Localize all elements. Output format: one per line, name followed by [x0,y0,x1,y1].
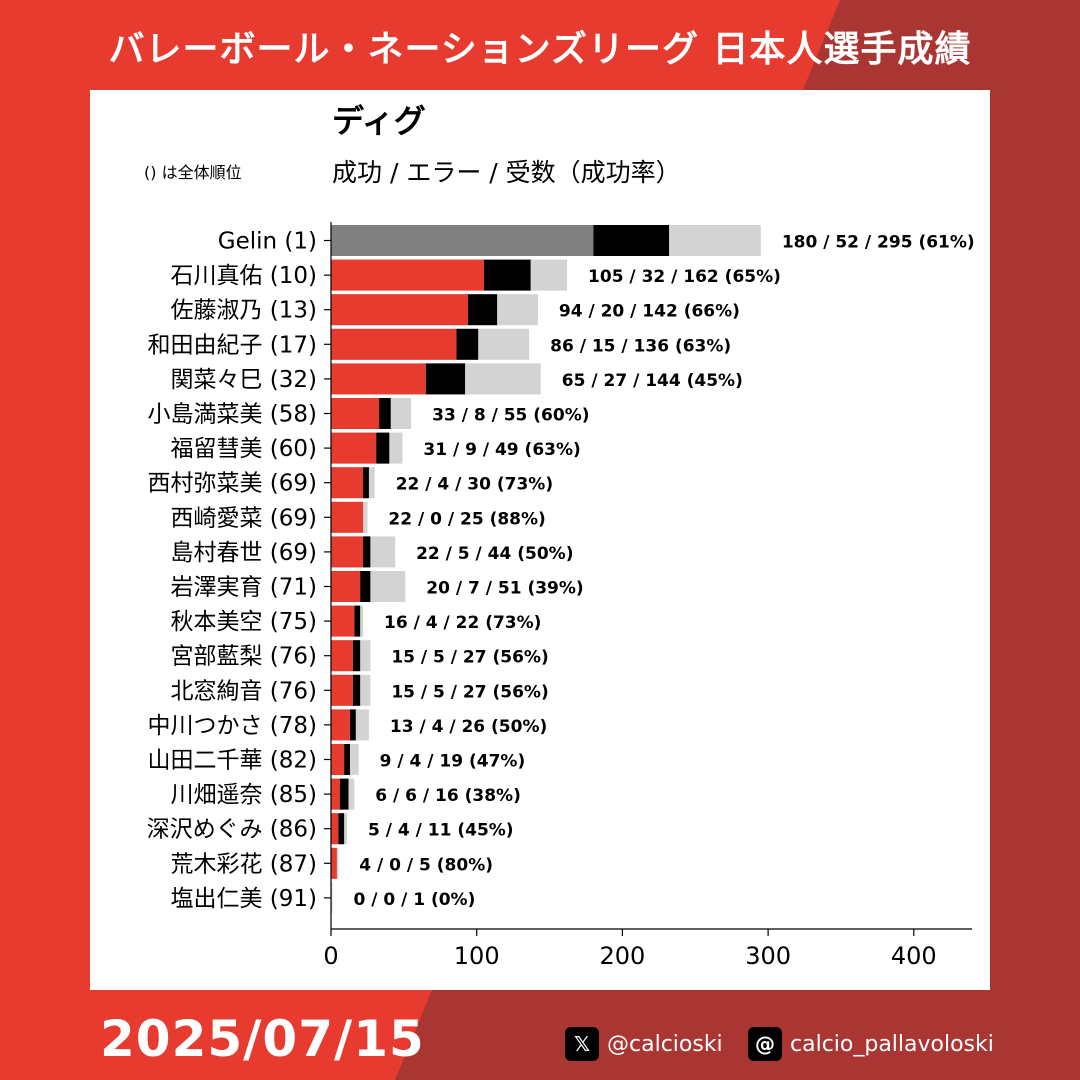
y-tick-label: 塩出仁美 (91) [170,886,317,912]
bar-success [331,328,457,360]
bar-error [360,571,371,602]
x-tick-label: 100 [454,942,500,970]
bar-success [331,640,353,672]
bar-success [331,536,364,568]
data-label: 9 / 4 / 19 (47%) [380,752,526,772]
y-tick-label: 秋本美空 (75) [170,609,317,635]
data-label: 180 / 52 / 295 (61%) [782,233,975,253]
data-label: 16 / 4 / 22 (73%) [384,613,541,633]
x-handle: @calcioski [607,1031,723,1057]
y-tick-label: 西崎愛菜 (69) [170,505,317,531]
y-tick-label: 荒木彩花 (87) [170,851,317,877]
x-tick-label: 400 [891,942,937,970]
data-label: 15 / 5 / 27 (56%) [391,648,548,668]
bar-success [331,294,468,326]
bar-error [363,467,369,499]
data-label: 33 / 8 / 55 (60%) [432,406,589,426]
x-axis: Gelin (1) 石川真佑 (10) 佐藤淑乃 (13) 和田由紀子 (17) 関菜々… [147,222,973,970]
y-tick-label: 山田二千華 (82) [147,748,317,774]
dig-chart: ディグ () は全体順位 成功 / エラー / 受数（成功率） 180 / 52… [144,102,975,970]
footer-date: 2025/07/15 [100,1010,425,1068]
bar-error [339,778,349,810]
bar-error [593,225,670,256]
y-tick-label: 小島満菜美 (58) [147,402,317,428]
bar-success [331,501,364,533]
data-label: 20 / 7 / 51 (39%) [426,579,583,599]
data-label: 105 / 32 / 162 (65%) [588,267,781,287]
bar-error [376,432,390,464]
threads-logo-icon: @ [748,1027,782,1061]
x-logo-icon: 𝕏 [565,1027,599,1061]
chart-title: ディグ [332,102,426,140]
y-tick-label: 福留彗美 (60) [170,436,317,462]
y-tick-label: 宮部藍梨 (76) [170,644,317,670]
bars-group: 180 / 52 / 295 (61%)105 / 32 / 162 (65%)… [331,225,975,914]
data-label: 31 / 9 / 49 (63%) [423,440,580,460]
bar-error [338,813,345,845]
bar-error [354,605,361,637]
bar-success [331,778,340,810]
bar-error [483,259,531,291]
x-account[interactable]: 𝕏 @calcioski [565,1026,723,1062]
bar-success [331,744,345,775]
bar-success [331,674,353,706]
x-tick-label: 300 [745,942,791,970]
bar-error [456,328,479,360]
data-label: 6 / 6 / 16 (38%) [375,786,521,806]
y-tick-label: 中川つかさ (78) [147,713,317,739]
data-label: 22 / 0 / 25 (88%) [388,509,545,529]
bar-success [331,363,426,395]
bar-error [363,536,371,568]
data-label: 0 / 0 / 1 (0%) [353,890,475,910]
bar-error [344,744,350,775]
chart-subtitle: 成功 / エラー / 受数（成功率） [332,158,681,187]
chart-panel: ディグ () は全体順位 成功 / エラー / 受数（成功率） 180 / 52… [90,90,990,990]
bar-error [352,674,361,706]
x-tick-label: 200 [599,942,645,970]
bar-success [331,813,339,845]
bar-success [331,225,594,256]
y-tick-label: 佐藤淑乃 (13) [170,298,317,324]
bar-error [467,294,498,326]
y-tick-label: 深沢めぐみ (86) [147,817,317,843]
y-tick-label: 和田由紀子 (17) [147,332,317,358]
threads-handle: calcio_pallavoloski [790,1031,994,1057]
data-label: 94 / 20 / 142 (66%) [559,302,740,322]
y-tick-label: 関菜々巳 (32) [170,367,317,393]
y-tick-label: 石川真佑 (10) [170,263,317,289]
data-label: 22 / 5 / 44 (50%) [416,544,573,564]
data-label: 65 / 27 / 144 (45%) [562,371,743,391]
threads-account[interactable]: @ calcio_pallavoloski [748,1026,994,1062]
chart-note: () は全体順位 [144,163,242,182]
bar-success [331,467,364,499]
data-label: 15 / 5 / 27 (56%) [391,682,548,702]
bar-error [425,363,466,395]
data-label: 22 / 4 / 30 (73%) [396,475,553,495]
data-label: 13 / 4 / 26 (50%) [390,717,547,737]
bar-success [331,571,361,602]
y-tick-label: 川畑遥奈 (85) [170,782,317,808]
y-tick-label: 島村春世 (69) [170,540,317,566]
x-tick-label: 0 [323,942,338,970]
bar-error [379,398,391,429]
bar-attempts [331,882,333,914]
bar-success [331,398,380,429]
y-tick-label: 岩澤実育 (71) [170,575,317,601]
page-title: バレーボール・ネーションズリーグ 日本人選手成績 [108,29,972,70]
data-label: 4 / 0 / 5 (80%) [359,855,493,875]
data-label: 5 / 4 / 11 (45%) [368,821,514,841]
bar-success [331,847,337,879]
bar-success [331,709,350,741]
bar-success [331,432,377,464]
bar-error [352,640,361,672]
y-tick-label: 西村弥菜美 (69) [147,471,317,497]
bar-success [331,259,484,291]
bar-error [349,709,356,741]
y-tick-label: Gelin (1) [218,229,317,255]
bar-success [331,605,355,637]
y-tick-label: 北窓絢音 (76) [170,678,317,704]
data-label: 86 / 15 / 136 (63%) [550,336,731,356]
